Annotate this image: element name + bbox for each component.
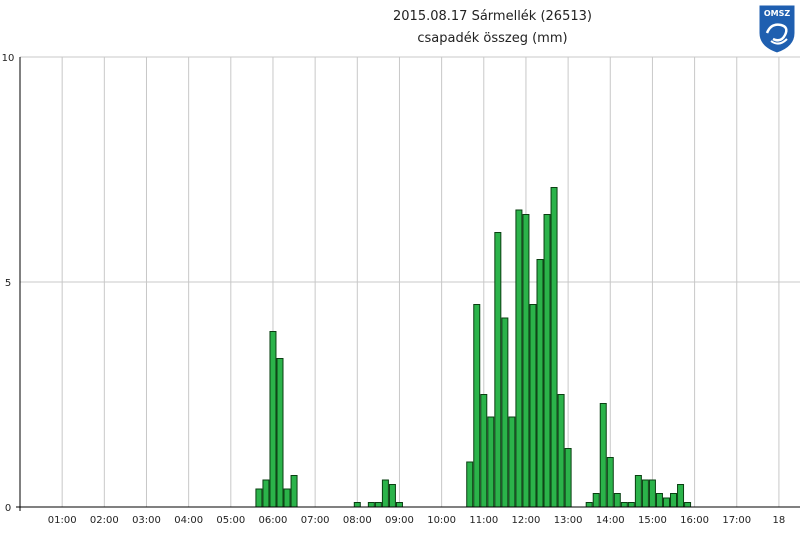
bar xyxy=(627,502,635,508)
x-tick-label: 07:00 xyxy=(301,515,330,526)
bar xyxy=(508,416,516,508)
bar xyxy=(388,484,396,508)
y-tick-label: 0 xyxy=(5,503,11,514)
bar xyxy=(487,416,495,508)
x-tick-label: 13:00 xyxy=(554,515,583,526)
axes xyxy=(16,57,800,511)
bar xyxy=(515,209,523,508)
bar xyxy=(536,259,544,508)
bar xyxy=(585,502,593,508)
bars xyxy=(255,187,692,508)
bar xyxy=(543,214,551,508)
chart-title: 2015.08.17 Sármellék (26513) xyxy=(393,9,592,24)
bar xyxy=(522,214,530,508)
tick-labels: 01:00 02:00 03:00 04:00 05:00 06:00 07:00 08:00… xyxy=(2,53,786,526)
bar xyxy=(269,331,277,508)
bar xyxy=(677,484,685,508)
x-tick-label: 11:00 xyxy=(469,515,498,526)
bar xyxy=(466,461,474,508)
bar xyxy=(529,304,537,508)
bar xyxy=(494,232,502,508)
chart-subtitle: csapadék összeg (mm) xyxy=(417,31,568,46)
x-tick-label: 10:00 xyxy=(427,515,456,526)
bar xyxy=(662,497,670,508)
bar xyxy=(564,448,572,508)
x-tick-label: 16:00 xyxy=(680,515,709,526)
x-tick-label: 14:00 xyxy=(596,515,625,526)
bar xyxy=(550,187,558,508)
omsz-logo: OMSZ xyxy=(758,4,796,54)
bar xyxy=(262,479,270,508)
y-tick-label: 5 xyxy=(5,278,11,289)
x-tick-label: 15:00 xyxy=(638,515,667,526)
bar xyxy=(684,502,692,508)
x-tick-label: 04:00 xyxy=(174,515,203,526)
bar xyxy=(606,457,614,508)
bar xyxy=(473,304,481,508)
bar xyxy=(592,493,600,508)
bar xyxy=(480,394,488,508)
bar xyxy=(353,502,361,508)
x-tick-label: 01:00 xyxy=(48,515,77,526)
bar xyxy=(599,403,607,508)
logo-text: OMSZ xyxy=(764,9,791,18)
bar xyxy=(620,502,628,508)
x-tick-label: 05:00 xyxy=(216,515,245,526)
x-tick-label: 08:00 xyxy=(343,515,372,526)
bar xyxy=(557,394,565,508)
bar xyxy=(670,493,678,508)
bar xyxy=(655,493,663,508)
x-tick-label: 09:00 xyxy=(385,515,414,526)
bar xyxy=(395,502,403,508)
bar xyxy=(367,502,375,508)
x-tick-label: 18 xyxy=(773,515,786,526)
grid-lines xyxy=(20,56,800,507)
bar xyxy=(255,488,263,508)
bar xyxy=(276,358,284,508)
x-tick-label: 06:00 xyxy=(259,515,288,526)
bar xyxy=(381,479,389,508)
bar xyxy=(374,502,382,508)
x-tick-label: 17:00 xyxy=(722,515,751,526)
bar xyxy=(634,475,642,508)
x-tick-label: 03:00 xyxy=(132,515,161,526)
bar xyxy=(648,479,656,508)
bar xyxy=(641,479,649,508)
x-tick-label: 12:00 xyxy=(512,515,541,526)
bar xyxy=(290,475,298,508)
bar xyxy=(613,493,621,508)
bar xyxy=(501,317,509,508)
x-tick-label: 02:00 xyxy=(90,515,119,526)
y-tick-label: 10 xyxy=(2,53,15,64)
bar xyxy=(283,488,291,508)
